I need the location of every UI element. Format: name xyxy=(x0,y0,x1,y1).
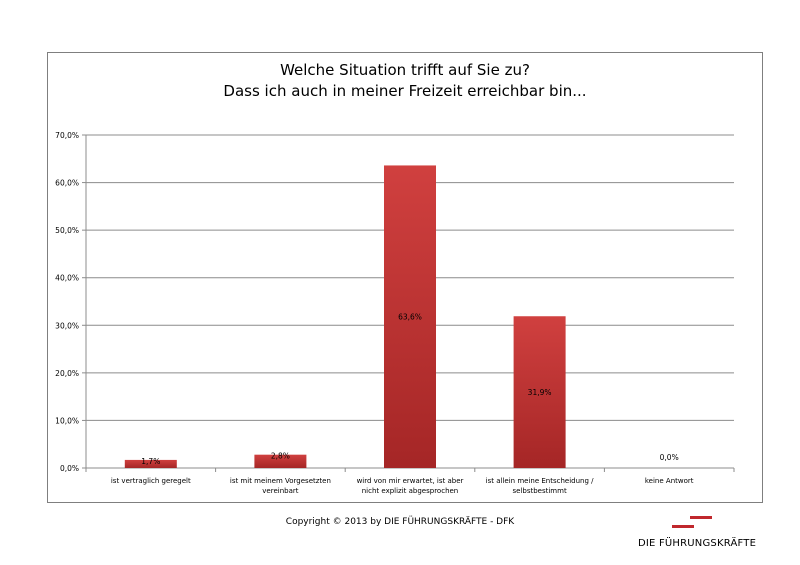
y-tick-label: 40,0% xyxy=(55,274,79,283)
category-label: ist mit meinem Vorgesetzten xyxy=(230,477,331,485)
chart-title: Welche Situation trifft auf Sie zu? Dass… xyxy=(47,60,763,102)
category-label: selbstbestimmt xyxy=(512,487,566,495)
y-tick-label: 20,0% xyxy=(55,369,79,378)
dfk-logo: DIE FÜHRUNGSKRÄFTE xyxy=(630,512,760,552)
y-tick-label: 60,0% xyxy=(55,179,79,188)
category-label: nicht explizit abgesprochen xyxy=(362,487,459,495)
data-label: 1,7% xyxy=(141,457,160,466)
category-label: ist vertraglich geregelt xyxy=(111,477,191,485)
bar xyxy=(384,165,436,468)
bar xyxy=(254,454,307,468)
y-tick-label: 30,0% xyxy=(55,321,79,330)
category-label: ist allein meine Entscheidung / xyxy=(486,477,594,485)
category-label: wird von mir erwartet, ist aber xyxy=(357,477,464,485)
data-label: 31,9% xyxy=(528,388,552,397)
data-label: 0,0% xyxy=(660,453,679,462)
data-label: 63,6% xyxy=(398,313,422,322)
chart-title-line-1: Welche Situation trifft auf Sie zu? xyxy=(280,61,530,79)
chart-title-line-2: Dass ich auch in meiner Freizeit erreich… xyxy=(223,82,587,100)
data-label: 2,8% xyxy=(271,452,290,461)
bar xyxy=(124,459,177,468)
logo-stroke-top xyxy=(690,516,712,519)
bar xyxy=(513,316,566,468)
y-tick-label: 10,0% xyxy=(55,416,79,425)
copyright-text: Copyright © 2013 by DIE FÜHRUNGSKRÄFTE -… xyxy=(285,517,515,527)
logo-stroke-bottom xyxy=(672,525,694,528)
y-tick-label: 0,0% xyxy=(60,464,79,473)
category-label: vereinbart xyxy=(262,487,298,495)
bars xyxy=(124,165,566,468)
y-tick-label: 70,0% xyxy=(55,131,79,140)
y-tick-label: 50,0% xyxy=(55,226,79,235)
labels: 0,0% 10,0% 20,0% 30,0% 40,0% 50,0% 60,0% 70,0% 1… xyxy=(55,131,694,495)
category-label: keine Antwort xyxy=(645,477,694,485)
logo-text: DIE FÜHRUNGSKRÄFTE xyxy=(638,538,757,549)
